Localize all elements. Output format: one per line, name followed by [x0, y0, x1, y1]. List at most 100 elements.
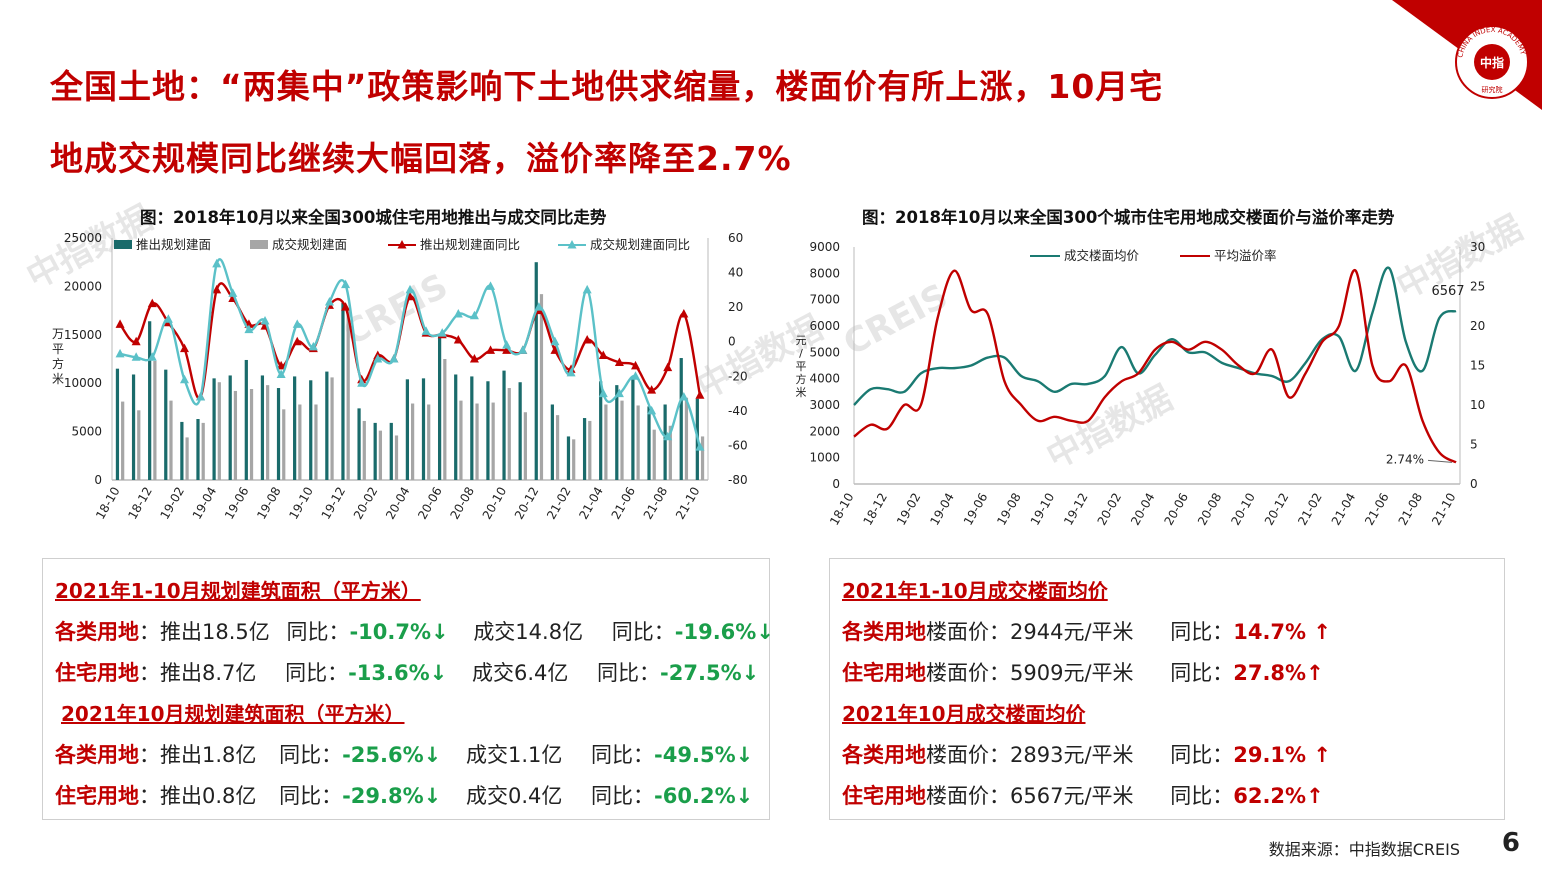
- yoy-label: 同比：: [611, 620, 675, 644]
- marker-deal-yoy: [308, 341, 318, 351]
- marker-deal-yoy: [357, 378, 367, 387]
- bar-push: [389, 422, 393, 480]
- annotation-leader: [1427, 459, 1453, 463]
- bar-deal: [459, 400, 463, 480]
- marker-push-yoy: [453, 334, 463, 344]
- y2-tick-label: 60: [728, 231, 743, 245]
- bar-deal: [443, 359, 447, 480]
- marker-deal-yoy: [453, 309, 463, 318]
- bar-push: [196, 419, 200, 480]
- y2-tick-label: 25: [1470, 280, 1485, 294]
- marker-deal-yoy: [131, 352, 141, 361]
- bar-deal: [169, 400, 173, 480]
- bar-push: [373, 422, 377, 480]
- yoy-value: -10.7%↓: [349, 620, 449, 644]
- bar-deal: [523, 412, 527, 480]
- summary-row: 各类用地：推出18.5亿 同比：-10.7%↓ 成交14.8亿 同比：-19.6…: [55, 616, 774, 646]
- push-value: ：推出18.5亿: [139, 620, 270, 644]
- x-tick-label: 20-06: [1161, 491, 1191, 528]
- marker-deal-yoy: [373, 354, 383, 363]
- marker-push-yoy: [663, 362, 673, 372]
- marker-deal-yoy: [147, 352, 157, 361]
- yoy-label: 同比：: [279, 743, 343, 767]
- marker-deal-yoy: [260, 315, 270, 325]
- marker-deal-yoy: [695, 442, 705, 451]
- bar-push: [244, 359, 248, 480]
- bar-deal: [491, 402, 495, 480]
- marker-deal-yoy: [228, 288, 238, 297]
- bar-deal: [604, 404, 608, 480]
- logo-bottom-text: 研究院: [1482, 85, 1503, 94]
- y2-tick-label: 30: [1470, 240, 1485, 254]
- marker-deal-yoy: [276, 369, 286, 379]
- bar-deal: [362, 420, 366, 480]
- price-value: 楼面价：2944元/平米: [926, 620, 1134, 644]
- yoy-value: 27.8%↑: [1233, 661, 1324, 685]
- y-axis-label-char: 平: [52, 342, 64, 356]
- yoy-value: -19.6%↓: [674, 620, 774, 644]
- marker-deal-yoy: [212, 258, 222, 268]
- bar-push: [454, 374, 458, 480]
- x-tick-label: 18-10: [93, 485, 123, 522]
- x-tick-label: 20-10: [1228, 491, 1258, 528]
- right-chart-title: 图：2018年10月以来全国300个城市住宅用地成交楼面价与溢价率走势: [862, 208, 1395, 227]
- x-tick-label: 20-08: [1195, 491, 1225, 528]
- bar-deal: [282, 409, 286, 480]
- y2-tick-label: 0: [1470, 477, 1478, 491]
- bar-push: [309, 380, 313, 480]
- yoy-label: 同比：: [1170, 743, 1234, 767]
- summary-left-box: 2021年1-10月规划建筑面积（平方米） 各类用地：推出18.5亿 同比：-1…: [42, 558, 774, 820]
- yoy-label: 同比：: [591, 784, 655, 808]
- bar-push: [437, 334, 442, 480]
- y2-tick-label: 15: [1470, 359, 1485, 373]
- bar-deal: [507, 388, 511, 480]
- marker-push-yoy: [131, 336, 141, 346]
- bar-push: [357, 408, 361, 480]
- marker-deal-yoy: [421, 326, 431, 335]
- bar-deal: [201, 422, 205, 480]
- summary-row: 各类用地楼面价：2944元/平米 同比：14.7% ↑: [842, 616, 1331, 646]
- x-tick-label: 21-04: [1329, 491, 1359, 528]
- line-avg-price: [853, 266, 1457, 406]
- marker-deal-yoy: [292, 319, 302, 328]
- y-tick-label: 5000: [71, 425, 102, 439]
- annotation-latest-premium: 2.74%: [1386, 452, 1424, 466]
- summary-row: 住宅用地：推出8.7亿 同比：-13.6%↓ 成交6.4亿 同比：-27.5%↓: [55, 657, 759, 687]
- yoy-label: 同比：: [279, 784, 343, 808]
- legend-swatch: [114, 240, 132, 249]
- y2-tick-label: 10: [1470, 398, 1485, 412]
- land-type: 各类用地: [842, 743, 926, 767]
- price-value: 楼面价：2893元/平米: [926, 743, 1134, 767]
- bar-push: [293, 376, 297, 480]
- y-tick-label: 1000: [809, 451, 840, 465]
- y-tick-label: 20000: [64, 279, 102, 293]
- x-tick-label: 20-06: [415, 485, 445, 522]
- bar-push: [599, 381, 603, 480]
- bar-deal: [137, 410, 141, 480]
- page-number: 6: [1501, 828, 1520, 858]
- bar-push: [212, 378, 216, 480]
- x-tick-label: 20-08: [447, 485, 477, 522]
- yoy-label: 同比：: [1170, 784, 1234, 808]
- y-tick-label: 2000: [809, 424, 840, 438]
- line-premium-rate: [853, 269, 1457, 464]
- summary-left-heading-1: 2021年1-10月规划建筑面积（平方米）: [55, 579, 421, 603]
- bar-deal: [298, 404, 302, 480]
- summary-row: 住宅用地楼面价：6567元/平米 同比：62.2%↑: [842, 780, 1324, 810]
- x-tick-label: 21-02: [544, 485, 574, 522]
- y-axis-label-char: 米: [796, 386, 807, 399]
- bar-deal: [233, 390, 238, 480]
- legend-marker: [567, 240, 577, 249]
- x-tick-label: 19-02: [158, 485, 188, 522]
- bar-deal: [394, 435, 399, 480]
- bar-push: [115, 368, 120, 480]
- x-tick-label: 18-12: [125, 485, 155, 522]
- y2-tick-label: 20: [728, 300, 743, 314]
- bar-push: [180, 421, 184, 480]
- y2-tick-label: -40: [728, 404, 748, 418]
- bar-push: [341, 302, 345, 480]
- marker-push-yoy: [212, 284, 222, 294]
- marker-push-yoy: [179, 343, 189, 353]
- x-tick-label: 19-06: [222, 485, 252, 522]
- bar-deal: [572, 439, 576, 480]
